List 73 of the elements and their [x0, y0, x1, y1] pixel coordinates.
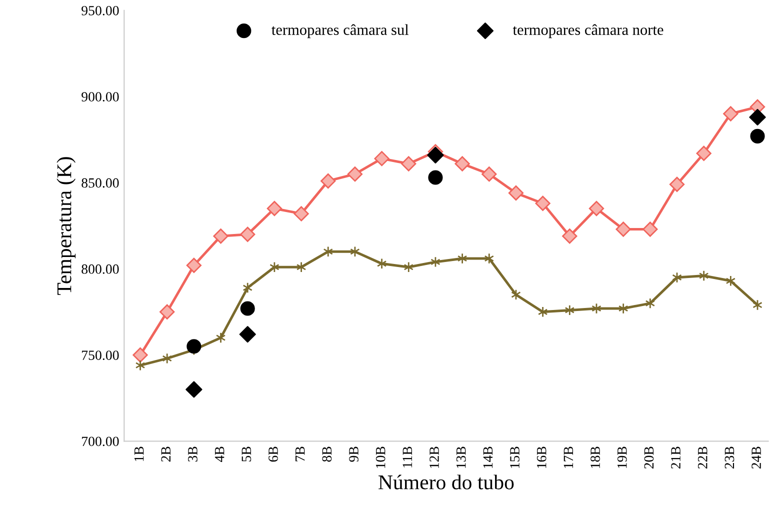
point: [535, 196, 550, 211]
point: [508, 185, 524, 201]
x-tick-label: 8B: [322, 446, 332, 462]
point: [749, 108, 766, 126]
point: [457, 252, 468, 264]
point: [242, 282, 253, 294]
y-tick-label: 700.00: [82, 436, 119, 446]
point: [484, 252, 494, 264]
point: [186, 381, 202, 398]
point: [588, 200, 604, 216]
x-tick-label: 7B: [296, 446, 305, 462]
point: [401, 156, 416, 172]
point: [266, 200, 282, 216]
x-tick-label: 15B: [510, 446, 520, 468]
point: [669, 176, 685, 192]
x-tick-label: 2B: [161, 446, 170, 462]
y-axis-title: Temperatura (K): [56, 157, 76, 295]
point: [427, 146, 444, 164]
point: [186, 339, 202, 354]
x-tick-label: 20B: [644, 446, 654, 469]
point: [160, 304, 175, 320]
point: [239, 326, 256, 343]
x-tick-label: 19B: [617, 446, 627, 468]
point: [347, 166, 363, 182]
point: [750, 128, 765, 144]
x-tick-label: 6B: [268, 446, 278, 462]
x-axis-title: Número do tubo: [378, 474, 514, 490]
point: [323, 246, 334, 258]
x-tick-label: 11B: [402, 446, 412, 468]
point: [240, 226, 256, 242]
x-tick-label: 23B: [724, 446, 734, 469]
point: [726, 275, 736, 286]
x-tick-label: 16B: [536, 446, 546, 468]
point: [296, 262, 306, 273]
point: [642, 222, 658, 237]
point: [618, 302, 628, 314]
x-tick-label: 4B: [214, 446, 224, 462]
point: [186, 258, 202, 273]
x-tick-label: 14B: [483, 446, 493, 468]
point: [562, 228, 578, 244]
point: [696, 146, 712, 161]
point: [454, 156, 470, 172]
point: [294, 206, 309, 222]
point: [132, 347, 148, 363]
x-tick-label: 1B: [134, 446, 144, 461]
x-tick-label: 22B: [698, 446, 708, 469]
point: [374, 150, 390, 166]
x-tick-label: 21B: [671, 446, 680, 469]
point: [616, 222, 631, 237]
x-tick-label: 12B: [430, 446, 439, 468]
x-tick-label: 24B: [752, 446, 761, 469]
x-tick-label: 5B: [242, 446, 252, 462]
point: [320, 173, 336, 189]
x-tick-label: 3B: [188, 446, 198, 462]
y-tick-label: 950.00: [82, 6, 119, 16]
x-tick-label: 13B: [456, 446, 466, 468]
y-tick-label: 900.00: [82, 92, 119, 102]
x-tick-label: 10B: [376, 446, 386, 468]
legend-label: termopares câmara sul: [272, 24, 409, 38]
x-tick-label: 9B: [349, 446, 358, 462]
y-tick-label: 850.00: [82, 178, 119, 188]
legend-label: termopares câmara norte: [512, 24, 664, 38]
point: [213, 228, 228, 244]
point: [240, 301, 255, 316]
point: [723, 106, 738, 122]
x-tick-label: 18B: [590, 446, 600, 468]
point: [162, 352, 172, 364]
x-tick-label: 17B: [564, 446, 574, 468]
point: [538, 306, 548, 318]
y-tick-label: 800.00: [82, 264, 119, 274]
point: [482, 166, 497, 182]
y-tick-label: 750.00: [82, 350, 119, 360]
point: [428, 170, 443, 185]
